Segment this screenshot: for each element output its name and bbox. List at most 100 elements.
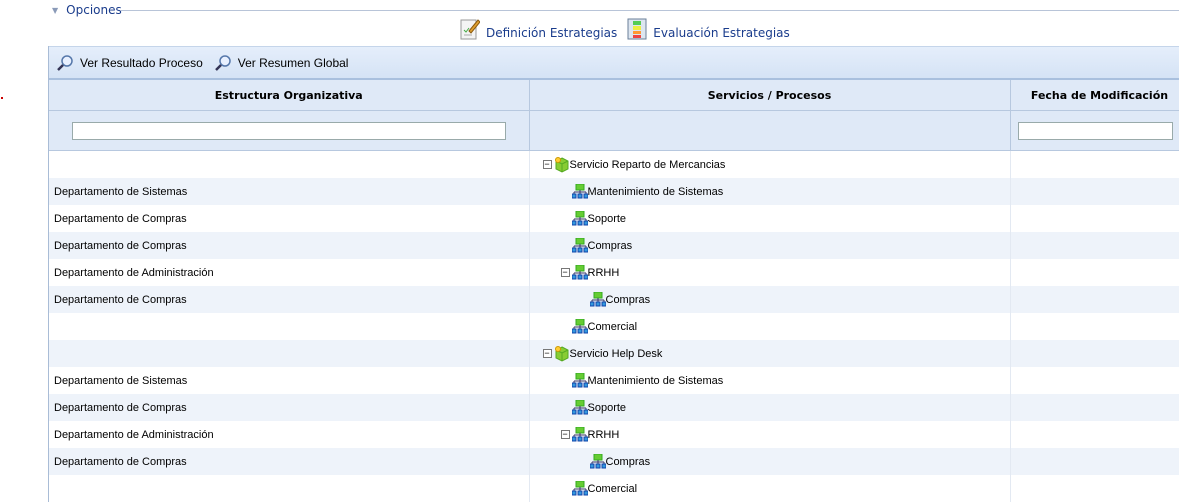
- marker-dot: [1, 97, 3, 99]
- table-row[interactable]: Departamento de Compras Compras: [49, 286, 1179, 313]
- process-hierarchy-icon: [571, 373, 588, 388]
- process-name: Comercial: [587, 320, 638, 333]
- org-cell: [49, 475, 530, 502]
- filter-cell-servicios: [529, 110, 1011, 151]
- tree-node[interactable]: Comercial: [530, 481, 1010, 496]
- edit-document-icon: [460, 19, 480, 40]
- table-row[interactable]: Comercial: [49, 475, 1179, 502]
- tree-node[interactable]: − Servicio Reparto de Mercancias: [530, 156, 1010, 173]
- table-row[interactable]: Departamento de Administración − RRHH: [49, 421, 1179, 448]
- service-cube-icon: [554, 345, 568, 362]
- org-cell: Departamento de Compras: [49, 232, 530, 259]
- tree-node[interactable]: − Servicio Help Desk: [530, 345, 1010, 362]
- filter-cell-estructura: [49, 110, 530, 151]
- process-cell: Comercial: [529, 475, 1011, 502]
- org-cell: Departamento de Administración: [49, 421, 530, 448]
- process-cell: Mantenimiento de Sistemas: [529, 367, 1011, 394]
- table-row[interactable]: Departamento de Sistemas Mantenimiento d…: [49, 367, 1179, 394]
- column-header-servicios[interactable]: Servicios / Procesos: [529, 80, 1011, 111]
- org-cell: Departamento de Compras: [49, 448, 530, 475]
- definicion-estrategias-link[interactable]: Definición Estrategias: [460, 18, 617, 40]
- process-name: Servicio Help Desk: [569, 347, 663, 360]
- process-cell: Soporte: [529, 394, 1011, 421]
- org-unit-text: Departamento de Administración: [54, 266, 214, 279]
- process-name: Soporte: [587, 401, 627, 414]
- tree-table: Estructura Organizativa Servicios / Proc…: [49, 80, 1179, 502]
- org-unit-text: Departamento de Administración: [54, 428, 214, 441]
- table-row[interactable]: Departamento de Compras Compras: [49, 232, 1179, 259]
- fecha-filter-input[interactable]: [1017, 121, 1173, 140]
- estructura-filter-input[interactable]: [71, 121, 506, 140]
- process-name: Servicio Reparto de Mercancias: [569, 158, 726, 171]
- org-cell: Departamento de Sistemas: [49, 367, 530, 394]
- ver-resumen-global-button[interactable]: Ver Resumen Global: [214, 54, 349, 71]
- ver-resumen-global-label: Ver Resumen Global: [237, 55, 349, 70]
- tree-node[interactable]: − RRHH: [530, 265, 1010, 280]
- evaluacion-estrategias-label: Evaluación Estrategias: [653, 26, 790, 40]
- process-cell: − Servicio Reparto de Mercancias: [529, 150, 1011, 178]
- process-hierarchy-icon: [571, 184, 588, 199]
- collapse-toggle-icon[interactable]: −: [542, 159, 552, 169]
- tree-node[interactable]: Compras: [530, 238, 1010, 253]
- tree-node[interactable]: − RRHH: [530, 427, 1010, 442]
- collapse-toggle-icon[interactable]: −: [542, 348, 552, 358]
- org-cell: Departamento de Compras: [49, 205, 530, 232]
- filter-cell-fecha: [1010, 110, 1179, 151]
- column-header-fecha[interactable]: Fecha de Modificación: [1010, 80, 1179, 111]
- options-label: Opciones: [66, 3, 122, 17]
- table-row[interactable]: Departamento de Compras Soporte: [49, 205, 1179, 232]
- service-cube-icon: [554, 156, 568, 173]
- process-name: Compras: [605, 455, 651, 468]
- process-cell: Comercial: [529, 313, 1011, 340]
- date-cell: [1010, 313, 1179, 340]
- tree-node[interactable]: Mantenimiento de Sistemas: [530, 373, 1010, 388]
- table-row[interactable]: Departamento de Sistemas Mantenimiento d…: [49, 178, 1179, 205]
- collapse-toggle-icon[interactable]: −: [560, 429, 570, 439]
- process-hierarchy-icon: [571, 427, 588, 442]
- date-cell: [1010, 178, 1179, 205]
- process-name: RRHH: [587, 428, 620, 441]
- magnifier-icon: [57, 55, 73, 71]
- date-cell: [1010, 340, 1179, 367]
- org-unit-text: Departamento de Compras: [54, 212, 187, 225]
- collapse-toggle-icon[interactable]: −: [560, 267, 570, 277]
- ver-resultado-proceso-label: Ver Resultado Proceso: [80, 55, 203, 70]
- process-name: Mantenimiento de Sistemas: [587, 185, 724, 198]
- process-cell: Compras: [529, 448, 1011, 475]
- options-legend[interactable]: ▼ Opciones: [52, 3, 122, 17]
- collapse-triangle-icon[interactable]: ▼: [52, 5, 59, 15]
- column-header-estructura[interactable]: Estructura Organizativa: [49, 80, 530, 111]
- process-cell: Compras: [529, 286, 1011, 313]
- magnifier-icon: [214, 55, 231, 71]
- org-unit-text: Departamento de Compras: [54, 401, 187, 414]
- table-row[interactable]: Departamento de Compras Compras: [49, 448, 1179, 475]
- org-cell: Departamento de Compras: [49, 286, 530, 313]
- process-name: Compras: [587, 239, 633, 252]
- table-row[interactable]: − Servicio Help Desk: [49, 340, 1179, 367]
- process-hierarchy-icon: [571, 481, 588, 496]
- tree-node[interactable]: Mantenimiento de Sistemas: [530, 184, 1010, 199]
- table-row[interactable]: Departamento de Administración − RRHH: [49, 259, 1179, 286]
- tree-node[interactable]: Soporte: [530, 400, 1010, 415]
- table-row[interactable]: Comercial: [49, 313, 1179, 340]
- date-cell: [1010, 286, 1179, 313]
- evaluacion-estrategias-link[interactable]: Evaluación Estrategias: [627, 18, 790, 40]
- table-row[interactable]: Departamento de Compras Soporte: [49, 394, 1179, 421]
- date-cell: [1010, 150, 1179, 178]
- ver-resultado-proceso-button[interactable]: Ver Resultado Proceso: [57, 54, 203, 71]
- tree-node[interactable]: Comercial: [530, 319, 1010, 334]
- process-hierarchy-icon: [571, 238, 588, 253]
- table-row[interactable]: − Servicio Reparto de Mercancias: [49, 150, 1179, 178]
- process-cell: − Servicio Help Desk: [529, 340, 1011, 367]
- process-cell: − RRHH: [529, 421, 1011, 448]
- tree-node[interactable]: Compras: [530, 454, 1010, 469]
- org-cell: Departamento de Compras: [49, 394, 530, 421]
- tree-node[interactable]: Soporte: [530, 211, 1010, 226]
- process-name: RRHH: [587, 266, 620, 279]
- strategies-grid: Ver Resultado Proceso Ver Resumen Global…: [48, 46, 1179, 502]
- process-cell: − RRHH: [529, 259, 1011, 286]
- process-hierarchy-icon: [589, 292, 606, 307]
- process-name: Soporte: [587, 212, 627, 225]
- org-cell: Departamento de Administración: [49, 259, 530, 286]
- tree-node[interactable]: Compras: [530, 292, 1010, 307]
